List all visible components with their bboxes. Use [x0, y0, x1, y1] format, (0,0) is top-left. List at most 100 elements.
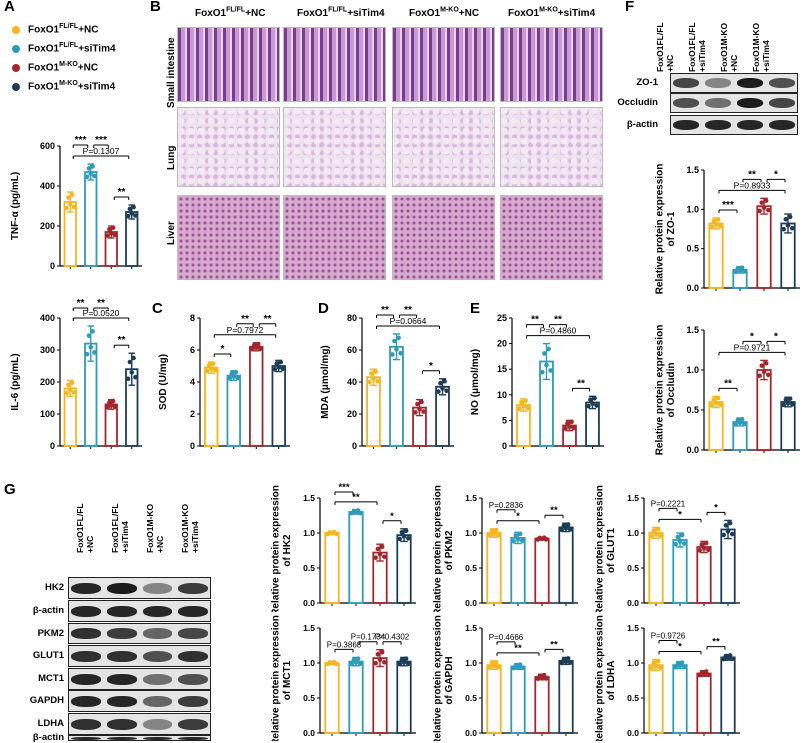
histology-image — [283, 27, 386, 102]
data-point — [110, 398, 116, 404]
histology-image — [283, 107, 386, 187]
histology-image — [177, 107, 280, 187]
y-tick-label: 8 — [190, 313, 195, 323]
blot-band — [705, 98, 731, 108]
y-tick-label: 200 — [40, 377, 55, 387]
blot-row-label: Occludin — [617, 97, 658, 108]
data-point — [406, 535, 411, 541]
y-tick-label: 6 — [190, 345, 195, 355]
blot-row-label: PKM2 — [37, 627, 64, 639]
data-point — [655, 658, 661, 664]
y-tick-label: 1.5 — [627, 623, 639, 633]
data-point — [706, 672, 711, 678]
y-axis-label: of GAPDH — [444, 656, 455, 704]
blot-column-label: FoxO1M-KO +siTim4 — [180, 503, 200, 553]
bar — [708, 222, 724, 289]
data-point — [125, 376, 131, 382]
data-point — [709, 224, 714, 230]
blot-band — [142, 582, 173, 594]
data-point — [730, 531, 735, 537]
data-point — [544, 362, 549, 368]
data-point — [759, 363, 765, 368]
data-point — [444, 388, 449, 394]
data-point — [565, 420, 570, 426]
y-tick-label: 1.0 — [465, 658, 477, 668]
data-point — [394, 347, 399, 352]
blot-row-label: LDHA — [37, 718, 64, 729]
data-point — [379, 544, 385, 550]
data-point — [272, 367, 278, 372]
y-tick-label: 0.5 — [686, 405, 699, 415]
data-point — [517, 406, 522, 412]
data-point — [108, 403, 114, 408]
data-point — [131, 204, 136, 210]
data-point — [588, 397, 593, 403]
blot-row-label: ZO-1 — [636, 77, 658, 88]
data-point — [110, 225, 116, 231]
blot-band — [106, 582, 137, 594]
y-axis-label: Relative protein expression — [655, 325, 666, 456]
data-point — [71, 204, 77, 210]
significance-label: P=0.0664 — [390, 316, 427, 326]
bar — [204, 366, 219, 447]
data-point — [377, 551, 383, 557]
bar — [510, 537, 526, 604]
data-point — [592, 395, 597, 401]
data-point — [541, 672, 547, 678]
histology-image — [177, 27, 280, 102]
data-point — [699, 542, 705, 547]
data-point — [90, 328, 95, 334]
data-point — [653, 531, 659, 537]
blot-row-label: GLUT1 — [32, 650, 64, 661]
histology-image — [283, 195, 386, 280]
bar — [348, 511, 364, 604]
blot-row-label: GAPDH — [29, 695, 64, 706]
data-point — [227, 376, 233, 381]
significance-label: ** — [554, 315, 562, 326]
data-point — [559, 527, 564, 533]
blot-band — [705, 78, 731, 88]
blot-row-label: MCT1 — [38, 673, 64, 684]
data-point — [658, 665, 663, 671]
data-point — [413, 410, 418, 415]
bar — [696, 672, 712, 734]
histology-image — [500, 195, 603, 280]
significance-label: P=0.8933 — [734, 180, 771, 190]
y-axis-label: Relative protein expression — [595, 615, 606, 741]
data-point — [105, 404, 110, 410]
data-point — [129, 370, 135, 375]
data-point — [781, 226, 786, 232]
bar — [324, 532, 340, 604]
bar — [756, 369, 772, 451]
y-tick-label: 0.0 — [627, 728, 639, 738]
y-tick-label: 400 — [40, 181, 55, 191]
y-axis-label: MDA (μmol/mg) — [320, 345, 331, 419]
data-point — [235, 375, 241, 381]
data-point — [355, 656, 361, 661]
blot-column-label: FoxO1FL/FL +siTim4 — [110, 503, 130, 553]
data-point — [86, 333, 92, 338]
blot-band — [71, 628, 101, 639]
bar — [720, 528, 736, 604]
data-point — [559, 660, 564, 666]
y-tick-label: 25 — [497, 313, 507, 323]
data-point — [64, 205, 69, 211]
chart-occludin: 0.0 0.5 1.0 1.5 Relative protein expression o… — [655, 325, 800, 456]
y-tick-label: 600 — [40, 141, 55, 151]
y-tick-label: 1.5 — [686, 165, 699, 175]
data-point — [403, 656, 409, 661]
significance-label: * — [750, 331, 754, 342]
data-point — [517, 531, 523, 537]
histology-column-label: FoxO1FL/FL+siTim4 — [297, 7, 385, 20]
bar — [104, 403, 118, 447]
y-tick-label: 100 — [40, 409, 55, 419]
bar — [558, 660, 574, 734]
chart-zo1: 0.0 0.5 1.0 1.5 Relative protein expression o… — [655, 164, 800, 294]
data-point — [682, 664, 687, 670]
data-point — [382, 554, 387, 560]
data-point — [280, 366, 286, 372]
data-point — [257, 346, 263, 352]
data-point — [131, 355, 136, 361]
